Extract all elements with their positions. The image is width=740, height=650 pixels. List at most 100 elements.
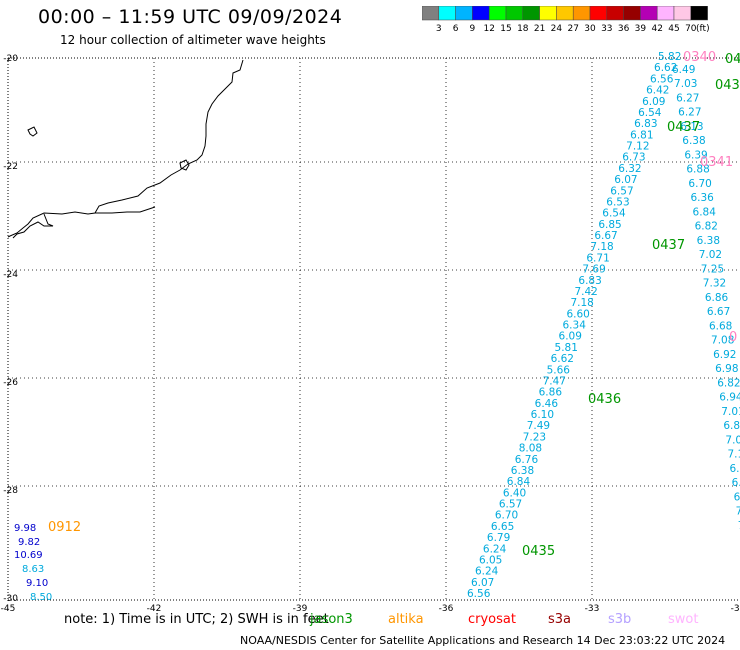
wave-height-value: 6.68 [709, 320, 732, 332]
wave-height-value: 6.79 [487, 532, 510, 544]
longitude-label: -36 [439, 604, 454, 614]
map-title: 00:00 – 11:59 UTC 09/09/2024 [38, 6, 343, 28]
wave-height-value: 6.82 [717, 377, 740, 389]
wave-height-value: 7.10 [738, 520, 740, 532]
colorbar-tick-label: 33 [601, 24, 612, 34]
wave-height-value: 6.94 [719, 392, 740, 404]
left-track-values: 9.98 9.82 10.69 8.63 9.10 8.50 [14, 523, 52, 603]
colorbar-tick-label: 3 [436, 24, 442, 34]
wave-height-value: 6.24 [483, 543, 507, 555]
wave-height-value: 6.65 [491, 521, 514, 533]
wave-height-value: 6.34 [563, 320, 587, 332]
longitude-label: -39 [293, 604, 308, 614]
legend-satellite-swot: swot [668, 612, 699, 627]
colorbar-tick-label: 12 [483, 24, 494, 34]
wave-height-value: 6.09 [642, 96, 665, 108]
pass-label: 0912 [48, 520, 81, 535]
wave-height-value: 6.78 [734, 491, 740, 503]
colorbar-tick-label: 30 [584, 24, 596, 34]
pass-label: 0437 [667, 120, 700, 135]
wave-height-value: 6.54 [638, 107, 662, 119]
wave-height-value: 9.82 [18, 537, 40, 548]
wave-height-value: 7.18 [570, 297, 593, 309]
colorbar-unit: (ft) [696, 24, 710, 34]
wave-height-value: 7.08 [711, 335, 734, 347]
wave-height-value: 6.70 [732, 477, 740, 489]
wave-height-value: 6.32 [618, 163, 641, 175]
pass-label: 0437 [652, 238, 685, 253]
wave-height-value: 6.36 [690, 192, 714, 204]
colorbar-tick-label: 36 [618, 24, 630, 34]
footnote: note: 1) Time is in UTC; 2) SWH is in fe… [64, 612, 329, 627]
wave-height-value: 6.81 [630, 129, 653, 141]
wave-height-value: 7.03 [674, 78, 697, 90]
colorbar-legend: 3 6 9 12 15 18 21 24 27 30 33 36 39 42 45 70 (ft) [422, 6, 710, 34]
wave-height-value: 9.10 [26, 578, 48, 589]
legend-satellite-altika: altika [388, 612, 424, 627]
map-subtitle: 12 hour collection of altimeter wave hei… [60, 33, 326, 47]
wave-height-value: 6.83 [634, 118, 657, 130]
wave-height-value: 6.24 [475, 566, 499, 578]
coastline-bay [12, 206, 156, 239]
wave-height-value: 6.73 [622, 152, 645, 164]
wave-height-value: 6.46 [535, 398, 559, 410]
wave-height-value: 7.23 [523, 431, 546, 443]
wave-height-value: 6.38 [697, 235, 720, 247]
wave-height-value: 6.39 [684, 149, 707, 161]
wave-height-value: 6.76 [515, 454, 539, 466]
wave-height-value: 8.50 [30, 592, 52, 603]
wave-height-value: 6.07 [471, 577, 494, 589]
map-frame [7, 57, 740, 601]
wave-height-value: 10.69 [14, 550, 43, 561]
wave-height-value: 6.10 [531, 409, 554, 421]
wave-height-value: 6.80 [723, 420, 740, 432]
latitude-label: -28 [3, 486, 18, 496]
wave-height-value: 6.56 [467, 588, 491, 600]
wave-height-value: 6.13 [680, 121, 703, 133]
wave-height-value: 6.05 [479, 554, 502, 566]
pass-label: 0340 [683, 50, 716, 65]
longitude-label: -30 [731, 604, 740, 614]
wave-height-value: 6.40 [503, 487, 526, 499]
wave-height-value: 7.32 [703, 278, 726, 290]
wave-height-value: 6.30 [730, 463, 740, 475]
wave-height-value: 6.71 [586, 252, 609, 264]
wave-height-value: 6.42 [646, 85, 669, 97]
pass-label: 0 [729, 330, 737, 345]
wave-height-value: 7.18 [590, 241, 613, 253]
wave-height-value: 6.88 [686, 164, 709, 176]
wave-height-value: 7.69 [582, 264, 605, 276]
colorbar-tick-label: 21 [534, 24, 545, 34]
colorbar-tick-label: 45 [668, 24, 679, 34]
wave-height-value: 7.19 [727, 449, 740, 461]
wave-height-value: 7.02 [725, 434, 740, 446]
wave-height-value: 6.38 [682, 135, 705, 147]
wave-height-value: 6.57 [610, 185, 633, 197]
wave-height-value: 6.49 [672, 64, 695, 76]
wave-height-value: 6.92 [713, 349, 736, 361]
longitude-label: -42 [147, 604, 162, 614]
wave-height-value: 6.84 [507, 476, 531, 488]
latitude-label: -20 [3, 54, 18, 64]
wave-height-value: 9.98 [14, 523, 36, 534]
coastline [7, 59, 244, 238]
colorbar-tick-label: 42 [651, 24, 662, 34]
island [179, 159, 190, 171]
wave-height-value: 7.12 [626, 141, 649, 153]
latitude-label: -30 [3, 594, 18, 604]
wave-height-value: 7.49 [527, 420, 550, 432]
satellite-tracks: 5.826.626.566.426.096.546.836.817.126.73… [467, 51, 740, 600]
pass-label: 0341 [700, 155, 733, 170]
wave-height-value: 6.56 [650, 73, 674, 85]
wave-height-value: 7.02 [699, 249, 722, 261]
wave-height-value: 6.57 [499, 499, 522, 511]
wave-height-value: 6.27 [678, 107, 701, 119]
colorbar-tick-label: 39 [635, 24, 647, 34]
wave-height-value: 5.82 [658, 51, 681, 63]
wave-height-value: 7.25 [701, 263, 724, 275]
colorbar-tick-label: 70 [685, 24, 697, 34]
wave-height-value: 6.27 [676, 92, 699, 104]
wave-height-value: 6.86 [539, 387, 563, 399]
wave-height-value: 6.67 [594, 230, 617, 242]
wave-height-value: 6.70 [495, 510, 518, 522]
